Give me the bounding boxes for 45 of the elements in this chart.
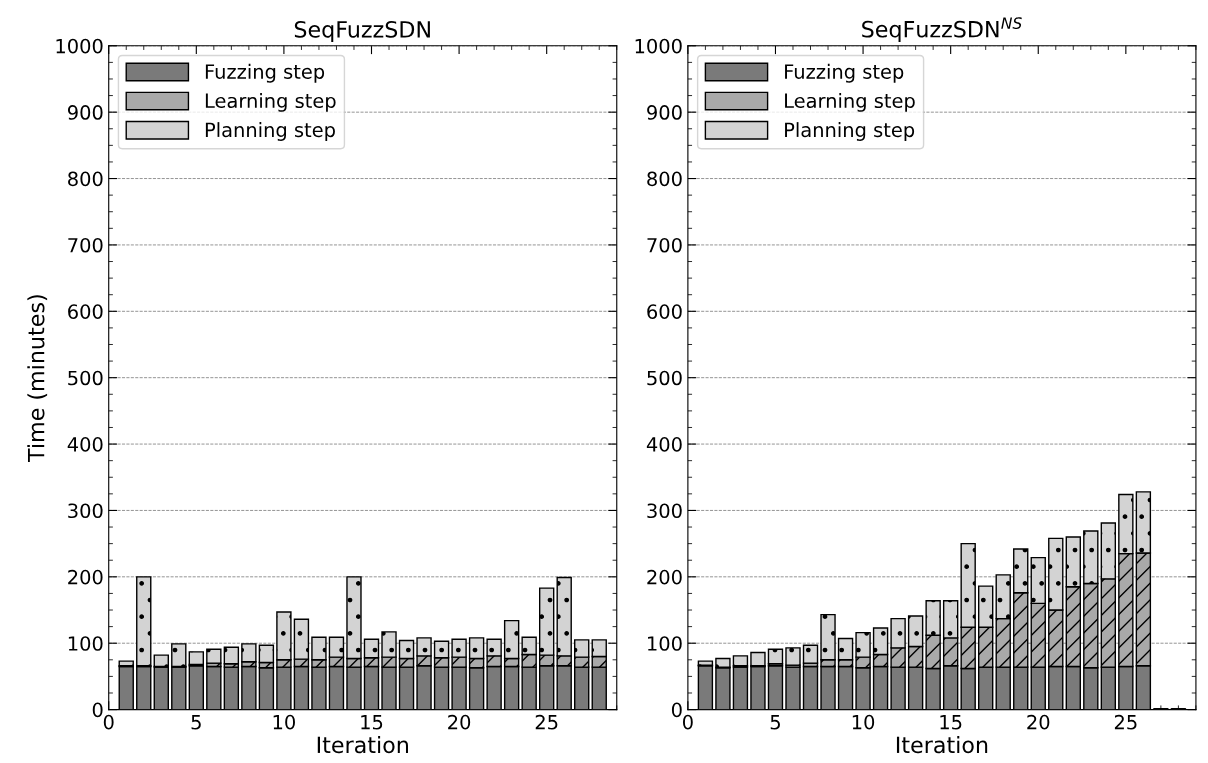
x-tick-label: 25 [535,714,558,730]
y-tick-label: 700 [68,237,103,253]
x-tick-label: 5 [770,715,780,730]
legend-label: Fuzzing step [205,63,325,83]
y-tick-label: 0 [92,702,103,718]
y-tick-label: 700 [647,237,682,253]
y-tick-label: 900 [67,105,103,120]
y-tick-label: 300 [647,503,682,519]
x-tick-label: 20 [448,714,471,730]
chart-title: SeqFuzzSDN [294,20,430,43]
y-tick-label: 100 [648,636,682,651]
x-tick-label: 0 [103,714,114,730]
x-axis-title: Iteration [896,736,988,754]
x-tick-label: 10 [273,714,295,730]
x-tick-label: 15 [361,715,383,730]
y-tick-label: 600 [68,304,103,319]
y-tick-label: 1000 [635,38,682,54]
x-tick-label: 10 [852,714,875,730]
y-tick-label: 800 [647,171,682,187]
y-tick-label: 900 [647,105,682,120]
y-tick-label: 200 [68,569,103,585]
y-tick-label: 500 [647,370,682,386]
y-tick-label: 100 [68,636,103,651]
x-tick-label: 25 [1114,714,1137,730]
legend-label: Learning step [205,92,336,112]
y-axis-title: Time (minutes) [27,295,48,463]
x-tick-label: 0 [682,714,693,730]
y-tick-label: 1000 [56,38,103,54]
y-tick-label: 0 [671,702,682,718]
x-tick-label: 15 [940,715,962,730]
x-tick-label: 5 [191,715,201,730]
y-tick-label: 500 [68,370,103,386]
y-tick-label: 600 [647,304,682,319]
legend-label: Planning step [205,122,335,141]
y-tick-label: 400 [67,437,103,452]
legend-label: Learning step [785,92,915,112]
legend-label: Fuzzing step [785,63,904,83]
legend-label: Planning step [785,122,915,141]
y-tick-label: 300 [68,503,103,519]
chart-title: SeqFuzzSDN$^{NS}$ [862,17,1022,42]
x-axis-title: Iteration [317,736,408,754]
y-tick-label: 800 [68,171,103,187]
x-tick-label: 20 [1027,714,1050,730]
y-tick-label: 400 [646,437,682,452]
y-tick-label: 200 [647,569,682,585]
